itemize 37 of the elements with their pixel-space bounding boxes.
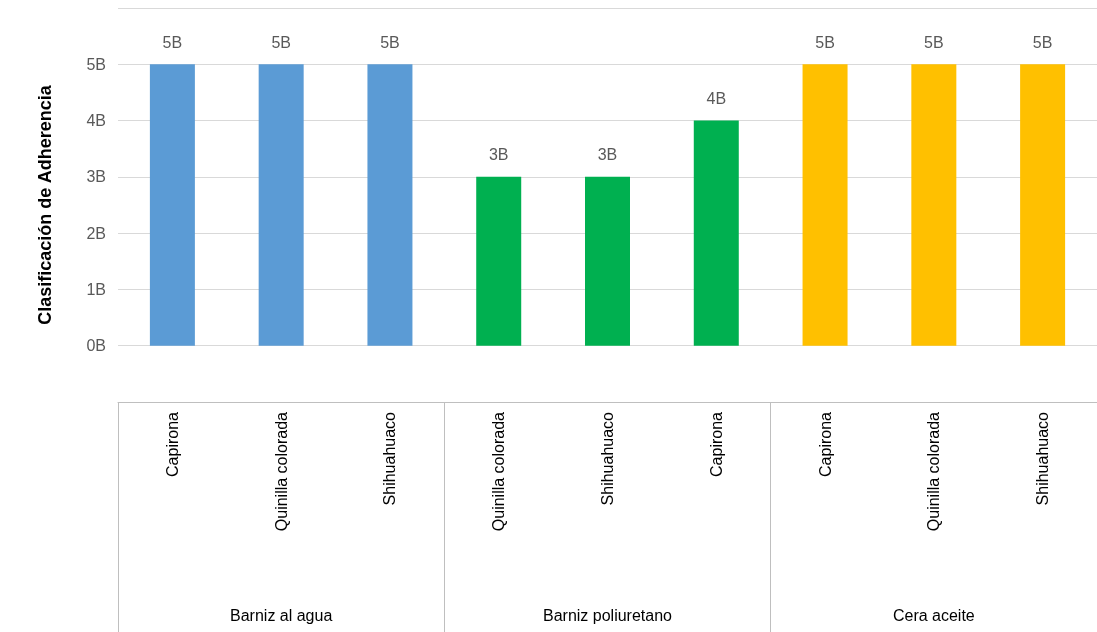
- text: Cera aceite: [892, 606, 975, 624]
- data-label: 5B: [1032, 33, 1053, 51]
- bar: [476, 176, 522, 346]
- data-label: 5B: [815, 33, 835, 51]
- x-tick-label: Shihuahuaco: [1034, 411, 1052, 506]
- bar: [585, 176, 630, 346]
- bar: [802, 64, 848, 346]
- bar: [149, 64, 195, 346]
- y-tick-label: 2B: [86, 224, 106, 242]
- x-tick-label: Capirona: [707, 411, 725, 477]
- y-tick-label: 3B: [86, 168, 106, 186]
- x-tick-label: Shihuahuaco: [381, 411, 399, 506]
- bar: [1020, 64, 1066, 346]
- x-tick-label: Quinilla colorada: [272, 411, 290, 532]
- y-tick-label: 5B: [86, 55, 106, 73]
- text: Barniz al agua: [230, 606, 333, 624]
- bar: [258, 64, 304, 346]
- y-tick-label: 0B: [86, 337, 106, 355]
- data-label: 5B: [380, 33, 400, 51]
- bar: [367, 64, 413, 346]
- text: Barniz poliuretano: [543, 606, 673, 624]
- x-tick-label: Quinilla colorada: [925, 411, 943, 532]
- bar: [693, 120, 739, 346]
- y-tick-label: 4B: [86, 112, 106, 130]
- data-label: 3B: [488, 146, 509, 164]
- x-tick-label: Quinilla colorada: [490, 411, 508, 532]
- x-tick-label: Shihuahuaco: [599, 411, 616, 506]
- y-axis-title: Clasificación de Adherencia: [35, 84, 55, 325]
- data-label: 5B: [162, 33, 183, 51]
- x-tick-label: Capirona: [163, 411, 181, 477]
- y-tick-label: 1B: [86, 280, 106, 298]
- x-tick-label: Capirona: [816, 411, 834, 477]
- bar: [911, 64, 957, 346]
- data-label: 5B: [924, 33, 944, 51]
- data-label: 4B: [706, 90, 727, 108]
- data-label: 3B: [597, 146, 618, 164]
- data-label: 5B: [271, 33, 291, 51]
